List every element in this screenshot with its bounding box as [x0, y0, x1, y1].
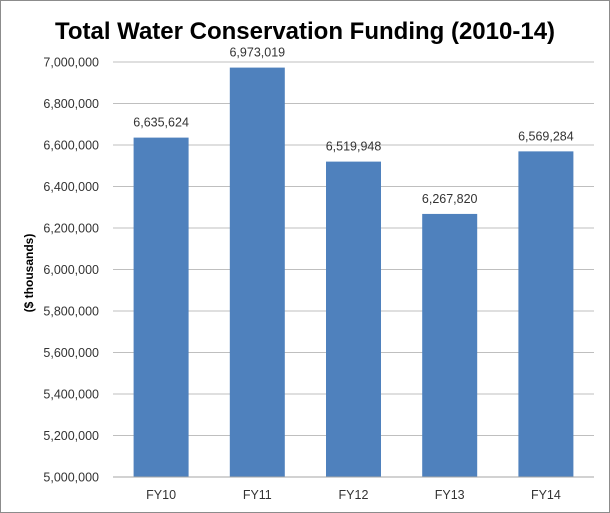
x-tick-label: FY12 [339, 488, 369, 502]
y-tick-label: 6,000,000 [43, 263, 99, 277]
y-tick-label: 6,400,000 [43, 180, 99, 194]
bar-fy14 [518, 151, 574, 477]
data-label: 6,635,624 [133, 116, 189, 130]
y-tick-label: 5,800,000 [43, 305, 99, 319]
data-label: 6,519,948 [326, 140, 382, 154]
bar-fy10 [133, 137, 189, 477]
y-tick-label: 6,600,000 [43, 139, 99, 153]
y-tick-label: 6,800,000 [43, 97, 99, 111]
y-tick-label: 5,600,000 [43, 346, 99, 360]
x-tick-label: FY10 [146, 488, 176, 502]
x-tick-label: FY13 [435, 488, 465, 502]
x-tick-label: FY14 [531, 488, 561, 502]
data-label: 6,267,820 [422, 192, 478, 206]
data-label: 6,973,019 [229, 46, 285, 60]
y-axis-label: ($ thousands) [22, 234, 36, 313]
y-tick-label: 6,200,000 [43, 222, 99, 236]
bar-fy13 [422, 213, 478, 477]
chart-title: Total Water Conservation Funding (2010-1… [55, 18, 555, 45]
y-tick-label: 7,000,000 [43, 56, 99, 70]
data-label: 6,569,284 [518, 129, 574, 143]
y-tick-label: 5,400,000 [43, 388, 99, 402]
y-tick-label: 5,000,000 [43, 471, 99, 485]
x-tick-label: FY11 [243, 488, 272, 502]
y-tick-label: 5,200,000 [43, 429, 99, 443]
bar-fy11 [229, 67, 285, 477]
bar-fy12 [326, 161, 381, 478]
